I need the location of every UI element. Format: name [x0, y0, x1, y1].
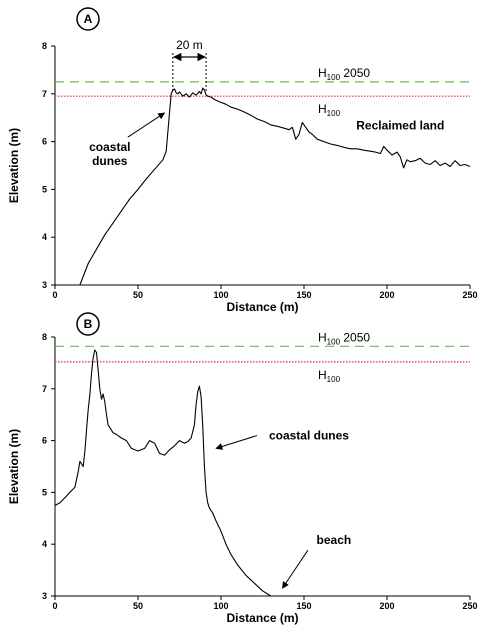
annotation-label: coastal dunes: [269, 429, 349, 443]
annotation-label: coastal dunes: [89, 140, 130, 168]
h100-label: H100: [318, 102, 341, 118]
elevation-profile-line: [54, 349, 272, 597]
annotation-label: beach: [317, 533, 352, 547]
x-tick-label: 0: [52, 290, 57, 300]
y-tick-label: 4: [42, 232, 47, 242]
annotation-label: Reclaimed land: [356, 119, 444, 133]
y-tick-label: 7: [42, 89, 47, 99]
annotation-arrow: [282, 549, 309, 589]
y-tick-label: 8: [42, 41, 47, 51]
panel-b: B 3 4 5 6 7 8 0 50 100 150 200 250 Distance (m) Elevat…: [7, 312, 478, 625]
x-tick-label: 0: [52, 601, 57, 611]
h100-2050-label: H100 2050: [318, 330, 370, 346]
x-tick-label: 100: [213, 290, 228, 300]
y-axis-label: Elevation (m): [7, 429, 21, 504]
y-tick-label: 5: [42, 184, 47, 194]
x-tick-label: 50: [133, 290, 143, 300]
h100-label: H100: [318, 368, 341, 384]
x-axis-label: Distance (m): [226, 611, 298, 625]
x-tick-label: 250: [462, 601, 477, 611]
annotation-arrow: [127, 112, 166, 138]
elevation-profile-line: [79, 87, 471, 286]
x-tick-label: 200: [379, 601, 394, 611]
y-axis-label: Elevation (m): [7, 128, 21, 203]
panel-a: A 3 4 5 6 7 8 0 50 100 150 200 250 Distance (m) Elevat…: [7, 7, 478, 314]
x-tick-label: 150: [296, 601, 311, 611]
y-tick-label: 6: [42, 436, 47, 446]
dimension-label: 20 m: [176, 38, 203, 52]
panel-label: B: [84, 317, 93, 331]
y-tick-label: 8: [42, 332, 47, 342]
h100-2050-label: H100 2050: [318, 66, 370, 82]
x-tick-label: 200: [379, 290, 394, 300]
x-tick-label: 150: [296, 290, 311, 300]
x-axis-label: Distance (m): [226, 300, 298, 314]
y-tick-label: 3: [42, 280, 47, 290]
annotation-arrow: [215, 435, 258, 450]
panel-badge: [76, 312, 100, 336]
x-tick-label: 250: [462, 290, 477, 300]
y-tick-label: 5: [42, 487, 47, 497]
y-tick-label: 3: [42, 591, 47, 601]
panel-badge: [76, 7, 100, 31]
y-tick-label: 7: [42, 384, 47, 394]
x-tick-label: 100: [213, 601, 228, 611]
y-tick-label: 4: [42, 539, 47, 549]
panel-label: A: [84, 12, 93, 26]
x-tick-label: 50: [133, 601, 143, 611]
y-tick-label: 6: [42, 137, 47, 147]
